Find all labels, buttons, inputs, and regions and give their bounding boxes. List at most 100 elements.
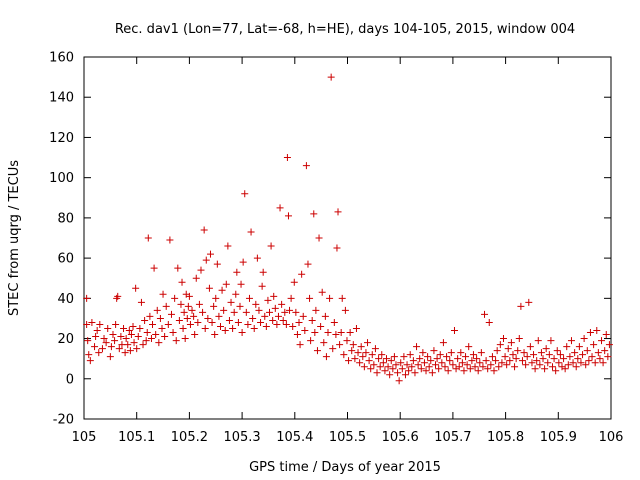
data-point-marker xyxy=(266,308,274,316)
data-point-marker xyxy=(93,327,101,335)
data-point-marker xyxy=(398,365,406,373)
data-point-marker xyxy=(273,320,281,328)
data-point-marker xyxy=(531,365,539,373)
data-point-marker xyxy=(142,337,150,345)
data-point-marker xyxy=(224,242,232,250)
data-point-marker xyxy=(485,318,493,326)
data-point-marker xyxy=(180,308,188,316)
data-point-marker xyxy=(290,278,298,286)
data-point-marker xyxy=(477,349,485,357)
data-point-marker xyxy=(488,353,496,361)
y-tick-label: 40 xyxy=(57,292,74,307)
data-point-marker xyxy=(522,361,530,369)
data-point-marker xyxy=(287,294,295,302)
data-point-marker xyxy=(593,327,601,335)
data-point-marker xyxy=(177,300,185,308)
data-point-marker xyxy=(278,300,286,308)
data-point-marker xyxy=(199,308,207,316)
data-point-marker xyxy=(107,343,115,351)
data-point-marker xyxy=(479,363,487,371)
data-point-marker xyxy=(308,316,316,324)
data-point-marker xyxy=(476,359,484,367)
data-point-marker xyxy=(315,234,323,242)
data-point-marker xyxy=(236,302,244,310)
data-point-marker xyxy=(102,339,110,347)
data-point-marker xyxy=(493,347,501,355)
data-point-marker xyxy=(416,355,424,363)
y-tick-label: 140 xyxy=(49,91,74,106)
data-point-marker xyxy=(506,357,514,365)
data-point-marker xyxy=(343,337,351,345)
data-point-marker xyxy=(84,337,92,345)
data-point-marker xyxy=(149,320,157,328)
data-point-marker xyxy=(542,345,550,353)
data-point-marker xyxy=(389,365,397,373)
data-point-marker xyxy=(261,312,269,320)
data-point-marker xyxy=(329,345,337,353)
data-point-marker xyxy=(255,306,263,314)
data-points xyxy=(83,73,613,385)
data-point-marker xyxy=(588,353,596,361)
data-point-marker xyxy=(178,278,186,286)
x-tick-label: 105.2 xyxy=(171,430,208,445)
data-point-marker xyxy=(88,318,96,326)
data-point-marker xyxy=(125,327,133,335)
data-point-marker xyxy=(185,292,193,300)
data-point-marker xyxy=(409,357,417,365)
data-point-marker xyxy=(111,337,119,345)
data-point-marker xyxy=(354,349,362,357)
data-point-marker xyxy=(311,329,319,337)
data-point-marker xyxy=(526,343,534,351)
data-point-marker xyxy=(569,359,577,367)
x-tick-label: 105.9 xyxy=(540,430,577,445)
y-tick-label: 80 xyxy=(57,211,74,226)
data-point-marker xyxy=(466,365,474,373)
data-point-marker xyxy=(156,314,164,322)
data-point-marker xyxy=(238,329,246,337)
data-point-marker xyxy=(205,284,213,292)
data-point-marker xyxy=(376,363,384,371)
data-point-marker xyxy=(164,320,172,328)
data-point-marker xyxy=(340,351,348,359)
data-point-marker xyxy=(432,361,440,369)
data-point-marker xyxy=(295,318,303,326)
data-point-marker xyxy=(605,341,613,349)
y-axis: -20 0 20 40 60 80 100 120 140 160 xyxy=(49,51,611,428)
data-point-marker xyxy=(269,316,277,324)
data-point-marker xyxy=(117,333,125,341)
data-point-marker xyxy=(514,347,522,355)
data-point-marker xyxy=(367,365,375,373)
y-tick-label: 100 xyxy=(49,171,74,186)
data-point-marker xyxy=(115,345,123,353)
data-point-marker xyxy=(392,361,400,369)
data-point-marker xyxy=(394,369,402,377)
data-point-marker xyxy=(126,347,134,355)
data-point-marker xyxy=(351,355,359,363)
data-point-marker xyxy=(225,316,233,324)
data-point-marker xyxy=(104,325,112,332)
data-point-marker xyxy=(158,325,166,332)
data-point-marker xyxy=(541,365,549,373)
data-point-marker xyxy=(106,353,114,361)
data-point-marker xyxy=(132,284,140,292)
data-point-marker xyxy=(586,329,594,337)
x-tick-label: 106 xyxy=(599,430,624,445)
data-point-marker xyxy=(241,190,249,198)
data-point-marker xyxy=(345,357,353,365)
data-point-marker xyxy=(322,353,330,361)
data-point-marker xyxy=(337,329,345,337)
data-point-marker xyxy=(438,359,446,367)
data-point-marker xyxy=(574,355,582,363)
data-point-marker xyxy=(556,351,564,359)
data-point-marker xyxy=(590,341,598,349)
data-point-marker xyxy=(299,312,307,320)
data-point-marker xyxy=(503,361,511,369)
data-point-marker xyxy=(175,316,183,324)
data-point-marker xyxy=(96,320,104,328)
data-point-marker xyxy=(604,353,612,361)
data-point-marker xyxy=(271,304,279,312)
data-point-marker xyxy=(190,312,198,320)
data-point-marker xyxy=(371,345,379,353)
data-point-marker xyxy=(579,351,587,359)
data-point-marker xyxy=(346,329,354,337)
